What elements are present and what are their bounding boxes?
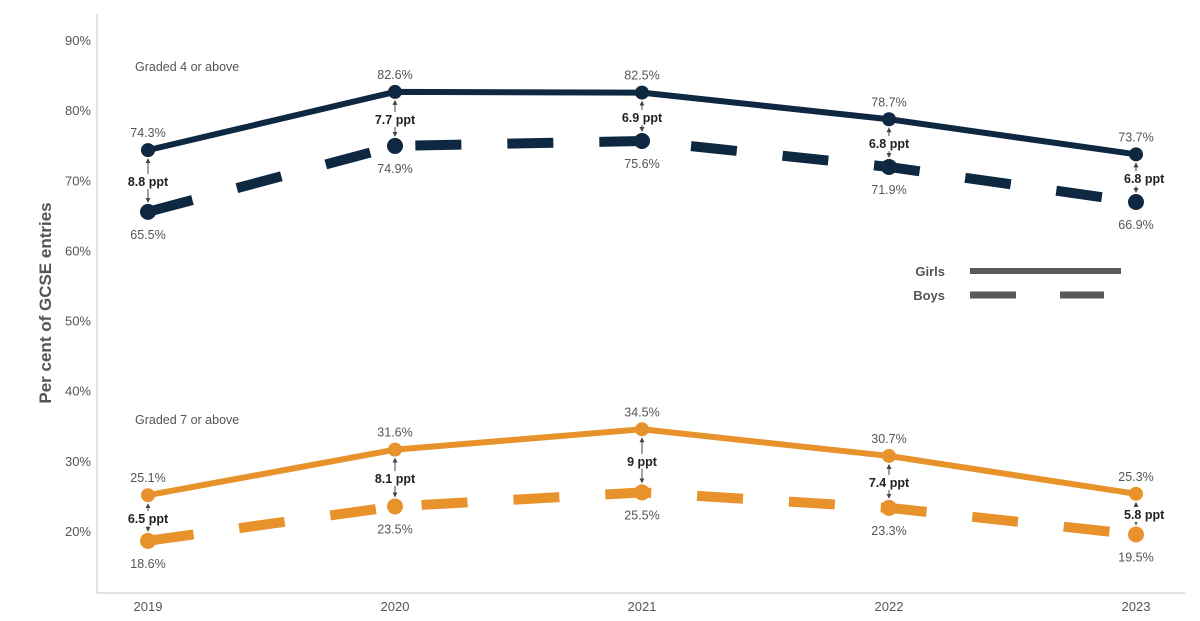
legend: Girls Boys (913, 264, 1121, 303)
point-girls (882, 448, 896, 463)
y-tick-label: 60% (65, 243, 91, 258)
group-label: Graded 7 or above (135, 413, 239, 427)
value-label-boys: 66.9% (1118, 218, 1153, 232)
y-tick-label: 70% (65, 173, 91, 188)
gap-label: 6.8 ppt (869, 137, 910, 151)
gap-label-bg (614, 109, 670, 125)
x-tick-label: 2019 (134, 599, 163, 614)
gap-label: 9 ppt (627, 455, 658, 469)
point-boys (881, 158, 897, 175)
point-boys (634, 484, 650, 501)
value-label-girls: 82.6% (377, 68, 412, 82)
series-layer (140, 84, 1144, 549)
gap-label: 7.4 ppt (869, 476, 910, 490)
x-tick-label: 2021 (628, 599, 657, 614)
point-boys (140, 203, 156, 220)
labels-layer: 8.8 ppt 7.7 ppt 6.9 ppt 6.8 ppt 6.8 ppt 74.3%… (120, 60, 1177, 571)
value-label-girls: 31.6% (377, 426, 412, 440)
y-tick-label: 80% (65, 103, 91, 118)
x-tick-label: 2022 (875, 599, 904, 614)
point-girls (882, 112, 896, 127)
point-boys (1128, 194, 1144, 211)
gap-label: 7.7 ppt (375, 113, 416, 127)
point-boys (634, 133, 650, 150)
value-label-boys: 71.9% (871, 183, 906, 197)
y-tick-label: 50% (65, 314, 91, 329)
legend-label-boys: Boys (913, 288, 945, 303)
point-girls (635, 85, 649, 100)
value-label-girls: 78.7% (871, 95, 906, 109)
value-label-girls: 82.5% (624, 69, 659, 83)
gap-label: 8.1 ppt (375, 472, 416, 486)
axes: 20% 30% 40% 50% 60% 70% 80% 90% 2019 2020 2021 2022… (65, 14, 1185, 614)
point-girls (141, 143, 155, 158)
point-boys (881, 499, 897, 516)
value-label-girls: 74.3% (130, 126, 165, 140)
value-label-girls: 30.7% (871, 432, 906, 446)
point-girls (388, 442, 402, 457)
y-tick-label: 30% (65, 454, 91, 469)
y-tick-label: 40% (65, 384, 91, 399)
gap-label: 8.8 ppt (128, 175, 169, 189)
legend-label-girls: Girls (915, 264, 945, 279)
point-boys (140, 532, 156, 549)
y-axis-title: Per cent of GCSE entries (36, 202, 55, 403)
value-label-girls: 73.7% (1118, 130, 1153, 144)
gap-label-bg (1122, 507, 1177, 523)
gap-label-bg (1122, 171, 1177, 187)
x-tick-label: 2020 (381, 599, 410, 614)
gap-label-bg (861, 474, 917, 490)
point-girls (1129, 486, 1143, 501)
value-label-girls: 25.3% (1118, 470, 1153, 484)
gap-label: 6.8 ppt (1124, 172, 1165, 186)
point-boys (387, 137, 403, 154)
point-girls (388, 84, 402, 99)
value-label-boys: 23.3% (871, 524, 906, 538)
point-boys (1128, 526, 1144, 543)
value-label-boys: 18.6% (130, 557, 165, 571)
gap-label-bg (120, 511, 176, 527)
point-girls (1129, 147, 1143, 162)
gap-label-bg (861, 136, 917, 152)
value-label-boys: 19.5% (1118, 551, 1153, 565)
gap-label-bg (367, 471, 423, 487)
gap-label: 6.5 ppt (128, 512, 169, 526)
group-label: Graded 4 or above (135, 60, 239, 74)
series-line-boys (146, 136, 1137, 217)
y-tick-label: 20% (65, 524, 91, 539)
value-label-boys: 74.9% (377, 162, 412, 176)
value-label-boys: 65.5% (130, 228, 165, 242)
y-tick-label: 90% (65, 33, 91, 48)
gap-label-bg (120, 173, 176, 189)
gap-label: 6.9 ppt (622, 111, 663, 125)
point-girls (141, 488, 155, 503)
point-girls (635, 422, 649, 437)
gap-label-bg (622, 453, 662, 469)
value-label-girls: 34.5% (624, 405, 659, 419)
gap-label-bg (367, 111, 423, 127)
point-boys (387, 498, 403, 515)
gap-label: 5.8 ppt (1124, 508, 1165, 522)
value-label-boys: 23.5% (377, 522, 412, 536)
value-label-girls: 25.1% (130, 471, 165, 485)
value-label-boys: 75.6% (624, 157, 659, 171)
value-label-boys: 25.5% (624, 508, 659, 522)
x-tick-label: 2023 (1122, 599, 1151, 614)
